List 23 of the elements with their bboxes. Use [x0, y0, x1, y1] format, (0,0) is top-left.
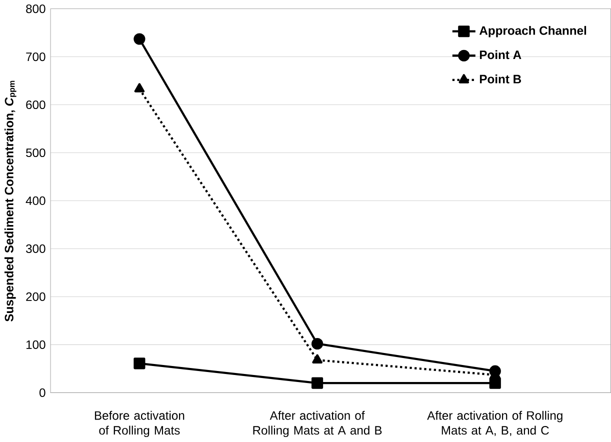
point: [134, 33, 146, 46]
y-tick-label: 700: [26, 52, 46, 62]
point: [489, 378, 501, 390]
y-tick-label: 400: [26, 196, 46, 206]
legend-label: Point A: [480, 50, 522, 60]
point: [312, 354, 322, 364]
y-tick-label: 800: [26, 4, 46, 14]
legend-label: Point B: [480, 74, 522, 84]
x-tick-label: After activation of Rolling Mats at A and B: [253, 411, 382, 438]
y-tick-label: 500: [26, 148, 46, 158]
x-tick-label: After activation of Rolling Mats at A, B, and C: [427, 411, 562, 436]
y-axis-title: Suspended Sediment Concentration, C$_{ppm}$: [4, 81, 16, 322]
x-tick-label: Before activation of Rolling Mats: [94, 411, 184, 438]
y-tick-label: 0: [39, 388, 46, 398]
y-tick-label: 600: [26, 100, 46, 110]
y-tick-label: 200: [26, 292, 46, 302]
point: [311, 378, 324, 390]
y-tick-label: 300: [26, 244, 46, 254]
point: [134, 83, 145, 93]
point: [134, 358, 146, 370]
legend-label: Approach Channel: [479, 26, 586, 38]
point: [311, 338, 324, 350]
y-tick-label: 100: [26, 340, 46, 350]
